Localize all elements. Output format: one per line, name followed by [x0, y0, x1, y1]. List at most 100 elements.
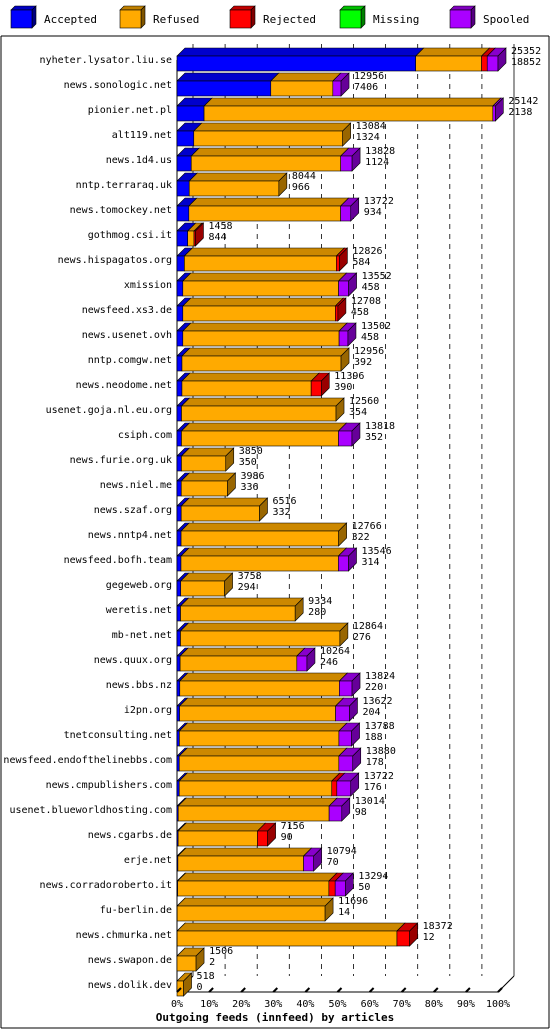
row-host-label: news.quux.org: [94, 655, 172, 666]
bar-segment-refused: [176, 930, 398, 947]
x-tick-mark: [368, 987, 375, 993]
bar-segment-spooled: [336, 780, 352, 797]
bar-total-label: 9334: [308, 596, 332, 607]
bar-accepted-label: 276: [353, 632, 371, 643]
row-host-label: news.bbs.nz: [106, 680, 172, 691]
bar-accepted-label: 336: [240, 482, 258, 493]
bar-total-label: 13294: [358, 871, 388, 882]
bar-accepted-label: 12: [423, 932, 435, 943]
bar-segment-rejected: [396, 930, 410, 947]
bar-segment-accepted: [176, 80, 272, 97]
x-tick-label: 100%: [486, 999, 510, 1010]
bar-segment-refused: [182, 330, 340, 347]
bar-side-face: [497, 47, 507, 72]
bar-side-face: [338, 522, 347, 547]
legend-label-rejected: Rejected: [263, 13, 316, 26]
bar-segment-refused: [203, 105, 494, 122]
bar-total-label: 12826: [352, 246, 382, 257]
bar-segment-top-refused: [193, 122, 352, 132]
bar-side-face: [259, 497, 268, 522]
x-tick-mark: [304, 987, 311, 993]
bar-segment-top-refused: [179, 672, 349, 682]
bar-total-label: 11696: [338, 896, 368, 907]
bar-total-label: 3850: [239, 446, 263, 457]
bar-side-face: [339, 622, 349, 647]
bar-accepted-label: 458: [361, 332, 379, 343]
bar-segment-accepted: [176, 55, 416, 72]
bar-side-face: [313, 847, 322, 872]
bar-segment-top-refused: [178, 747, 348, 757]
bar-segment-refused: [179, 655, 298, 672]
bar-segment-accepted: [176, 430, 182, 447]
bar-segment-top-refused: [180, 422, 348, 432]
bar-segment-accepted: [176, 755, 180, 772]
bar-segment-refused: [180, 605, 296, 622]
bar-segment-refused: [180, 480, 228, 497]
bar-segment-top-refused: [181, 347, 350, 357]
bar-segment-top-refused: [414, 47, 491, 57]
bar-accepted-label: 2: [209, 957, 215, 968]
bar-segment-accepted: [176, 330, 184, 347]
bar-total-label: 518: [197, 971, 215, 982]
bar-accepted-label: 966: [292, 182, 310, 193]
bar-segment-refused: [193, 130, 343, 147]
legend-swatch-rejected: [229, 9, 252, 29]
legend-swatch-side: [31, 5, 37, 29]
bar-accepted-label: 354: [349, 407, 367, 418]
bar-accepted-label: 350: [239, 457, 257, 468]
bar-segment-spooled: [334, 880, 346, 897]
bar-segment-top-refused: [180, 447, 235, 457]
bar-segment-top-refused: [179, 622, 349, 632]
bar-segment-top-accepted: [176, 47, 425, 57]
bar-row-34: [176, 872, 355, 897]
bar-segment-spooled: [338, 730, 352, 747]
row-host-label: nyheter.lysator.liu.se: [40, 55, 172, 66]
bar-segment-top-refused: [177, 797, 338, 807]
bar-total-label: 12956: [354, 346, 384, 357]
bar-accepted-label: 0: [197, 982, 203, 993]
bar-segment-refused: [181, 355, 342, 372]
bar-side-face: [349, 697, 358, 722]
bar-row-11: [176, 297, 347, 322]
bar-row-3: [176, 97, 505, 122]
bar-side-face: [320, 372, 330, 397]
legend-swatch-side: [360, 5, 366, 29]
row-host-label: csiph.com: [118, 430, 172, 441]
bar-side-face: [294, 597, 304, 622]
bar-total-label: 6516: [273, 496, 297, 507]
bar-side-face: [195, 947, 205, 972]
x-tick-mark: [240, 987, 246, 993]
bar-segment-accepted: [176, 705, 180, 722]
row-host-label: nntp.comgw.net: [88, 355, 172, 366]
x-axis-title: Outgoing feeds (innfeed) by articles: [156, 1011, 394, 1024]
legend-swatch-missing: [339, 9, 362, 29]
legend-label-accepted: Accepted: [44, 13, 97, 26]
bar-segment-top-refused: [178, 722, 348, 732]
bar-segment-top-refused: [180, 522, 348, 532]
x-tick-mark: [208, 987, 214, 993]
bar-accepted-label: 934: [364, 207, 382, 218]
bar-row-33: [176, 847, 323, 872]
x-tick-label: 40%: [296, 999, 314, 1010]
x-tick-label: 90%: [457, 999, 475, 1010]
bar-total-label: 13622: [362, 696, 392, 707]
row-host-label: tnetconsulting.net: [64, 730, 172, 741]
legend-item-rejected: Rejected: [229, 5, 316, 29]
bar-row-30: [176, 772, 360, 797]
bar-segment-spooled: [335, 705, 350, 722]
bar-accepted-label: 458: [362, 282, 380, 293]
bar-accepted-label: 7406: [354, 82, 378, 93]
bar-side-face: [337, 297, 347, 322]
row-host-label: news.furie.org.uk: [70, 455, 172, 466]
bar-side-face: [225, 447, 235, 472]
bar-accepted-label: 176: [364, 782, 382, 793]
bar-accepted-label: 294: [238, 582, 256, 593]
bar-row-9: [176, 247, 349, 272]
row-host-label: xmission: [124, 280, 172, 291]
row-host-label: i2pn.org: [124, 705, 172, 716]
bar-segment-rejected: [336, 255, 340, 272]
bar-segment-refused: [184, 255, 337, 272]
bar-accepted-label: 458: [351, 307, 369, 318]
bar-side-face: [224, 572, 233, 597]
